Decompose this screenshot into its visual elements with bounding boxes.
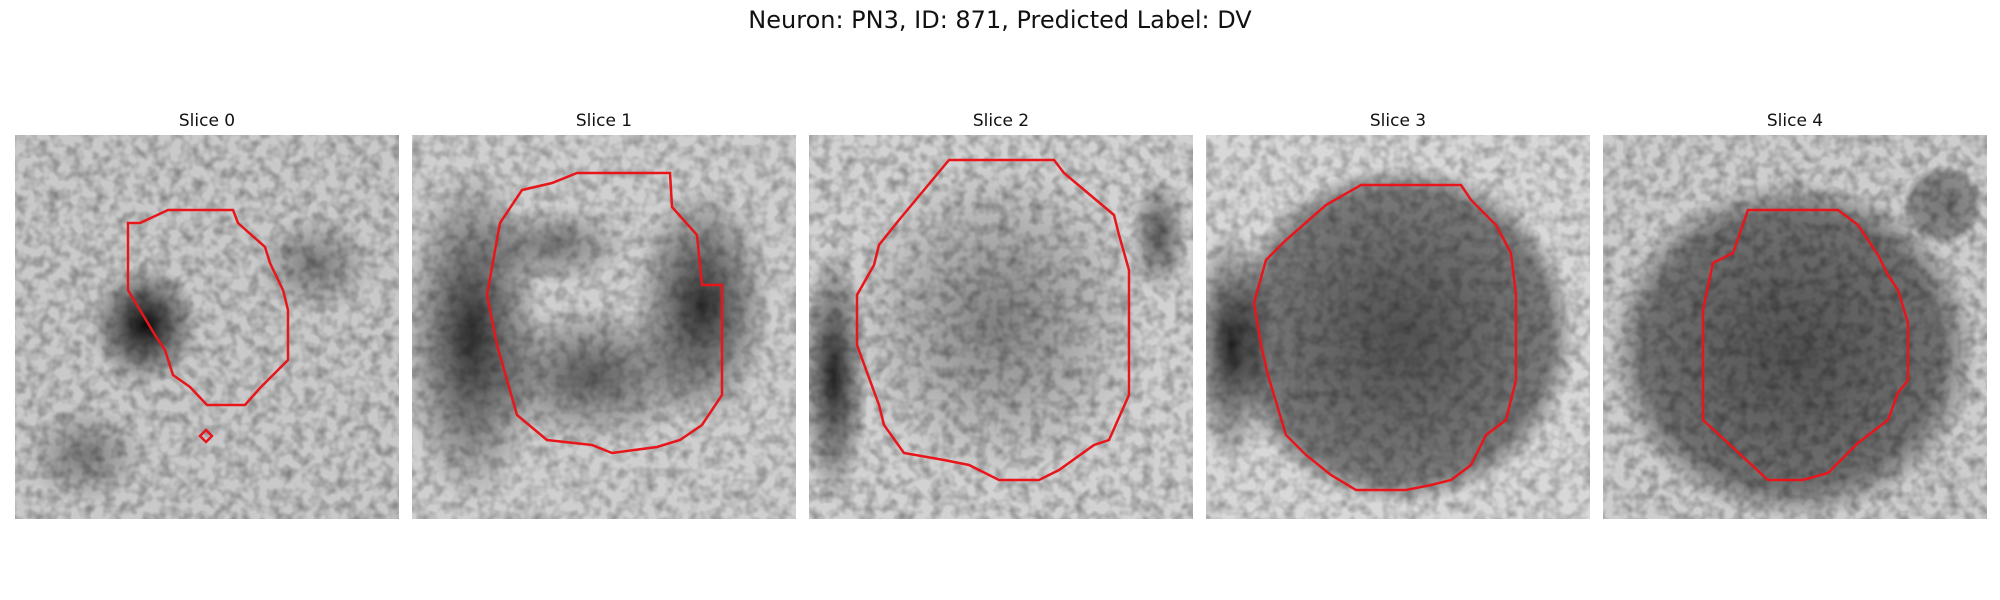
- slice-panel-0: Slice 0: [15, 108, 399, 519]
- slice-panel-4: Slice 4: [1603, 108, 1987, 519]
- slice-title-0: Slice 0: [178, 111, 236, 131]
- slice-image-0: [15, 135, 399, 519]
- slice-title-3: Slice 3: [1369, 111, 1427, 131]
- slice-image-2: [809, 135, 1193, 519]
- contour-4: [1701, 208, 1910, 482]
- contour-0: [126, 208, 290, 407]
- slice-title-4: Slice 4: [1766, 111, 1824, 131]
- slice-image-1: [412, 135, 796, 519]
- slice-panel-3: Slice 3: [1206, 108, 1590, 519]
- slice-title-2: Slice 2: [972, 111, 1030, 131]
- slice-panel-1: Slice 1: [412, 108, 796, 519]
- slice-image-4: [1603, 135, 1987, 519]
- contour-1: [485, 171, 724, 455]
- slice-image-3: [1206, 135, 1590, 519]
- contour-0-small: [198, 428, 214, 444]
- slice-title-1: Slice 1: [575, 111, 633, 131]
- slice-panel-2: Slice 2: [809, 108, 1193, 519]
- contour-2: [855, 158, 1131, 482]
- contour-3: [1252, 183, 1518, 492]
- figure-title: Neuron: PN3, ID: 871, Predicted Label: D…: [748, 6, 1252, 34]
